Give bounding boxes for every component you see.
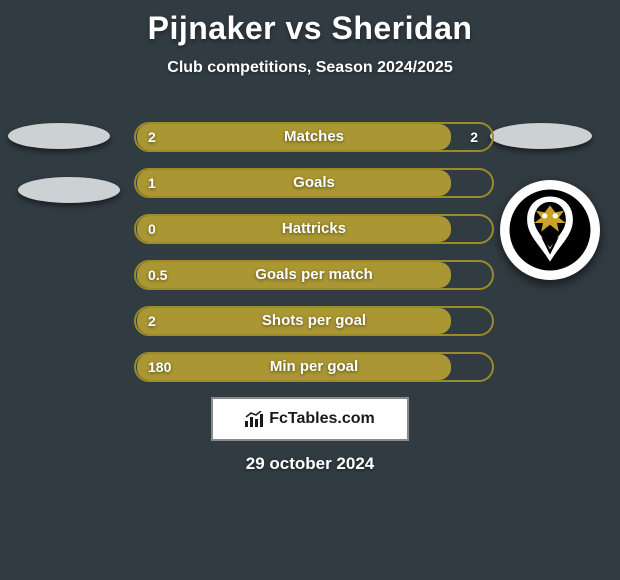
branding-text: FcTables.com: [269, 410, 375, 428]
stat-row-hattricks: 0 Hattricks: [0, 214, 620, 244]
stat-left-value: 180: [148, 352, 171, 382]
stat-left-value: 0: [148, 214, 156, 244]
stat-label: Matches: [134, 122, 494, 152]
stat-right-value: 2: [470, 122, 478, 152]
stat-row-mpg: 180 Min per goal: [0, 352, 620, 382]
stat-left-value: 1: [148, 168, 156, 198]
stat-row-spg: 2 Shots per goal: [0, 306, 620, 336]
stat-label: Min per goal: [134, 352, 494, 382]
stat-left-value: 2: [148, 122, 156, 152]
stat-label: Hattricks: [134, 214, 494, 244]
stat-label: Shots per goal: [134, 306, 494, 336]
stat-row-goals: 1 Goals: [0, 168, 620, 198]
page-title: Pijnaker vs Sheridan: [0, 0, 620, 47]
stat-label: Goals per match: [134, 260, 494, 290]
subtitle: Club competitions, Season 2024/2025: [0, 59, 620, 77]
stat-left-value: 2: [148, 306, 156, 336]
stat-label: Goals: [134, 168, 494, 198]
branding-badge: FcTables.com: [211, 397, 409, 441]
date-label: 29 october 2024: [0, 454, 620, 474]
stats-area: 2 Matches 2 1 Goals 0 Hattricks 0.5 Goal…: [0, 122, 620, 398]
chart-icon: [245, 411, 263, 427]
stat-row-gpm: 0.5 Goals per match: [0, 260, 620, 290]
stat-left-value: 0.5: [148, 260, 167, 290]
stat-row-matches: 2 Matches 2: [0, 122, 620, 152]
